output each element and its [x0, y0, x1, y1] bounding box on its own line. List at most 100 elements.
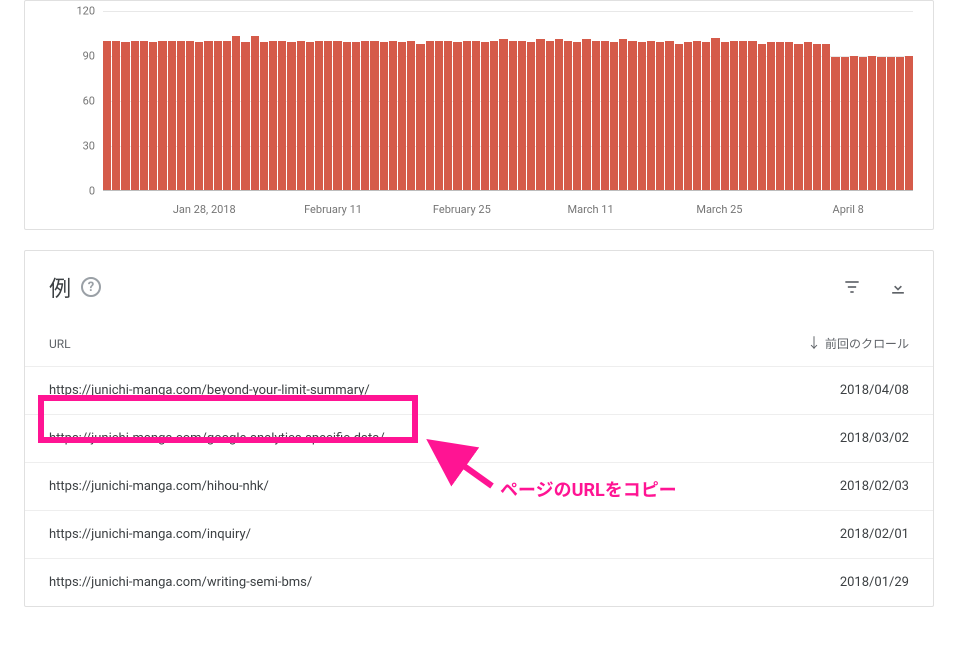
chart-bar	[628, 41, 636, 190]
chart-bar	[499, 39, 507, 190]
chart-bar	[739, 41, 747, 190]
chart-bar	[831, 57, 839, 190]
chart-bar	[361, 41, 369, 190]
chart-y-tick: 60	[61, 95, 95, 108]
table-row[interactable]: https://junichi-manga.com/beyond-your-li…	[25, 366, 933, 414]
chart-bar	[232, 36, 240, 190]
chart-bar	[693, 41, 701, 190]
chart-y-tick: 30	[61, 140, 95, 153]
chart-bar	[103, 41, 111, 190]
chart-bar	[647, 41, 655, 190]
chart-bar	[315, 41, 323, 190]
chart-y-tick: 120	[61, 5, 95, 18]
chart-bar	[380, 42, 388, 190]
table-row[interactable]: https://junichi-manga.com/hihou-nhk/2018…	[25, 462, 933, 510]
table-row[interactable]: https://junichi-manga.com/google-analyti…	[25, 414, 933, 462]
chart-bar	[684, 42, 692, 190]
chart-bar	[287, 42, 295, 190]
column-date-sort[interactable]: ↓ 前回のクロール	[807, 335, 909, 352]
chart-bar	[370, 41, 378, 190]
chart-bar	[416, 44, 424, 190]
row-url: https://junichi-manga.com/writing-semi-b…	[49, 575, 840, 590]
chart-bar	[877, 57, 885, 190]
column-url-label: URL	[49, 337, 807, 351]
filter-icon[interactable]	[841, 276, 863, 298]
chart-y-tick: 90	[61, 50, 95, 63]
chart-bar	[149, 42, 157, 190]
chart-bar	[675, 44, 683, 190]
chart-bar	[850, 56, 858, 190]
row-date: 2018/04/08	[840, 383, 909, 398]
chart-bar	[251, 36, 259, 190]
chart-y-tick: 0	[61, 185, 95, 198]
row-date: 2018/02/01	[840, 527, 909, 542]
chart-bar	[573, 42, 581, 190]
chart-bar	[278, 41, 286, 190]
chart-bar	[490, 41, 498, 190]
help-icon[interactable]: ?	[81, 277, 101, 297]
chart-bar	[195, 42, 203, 190]
chart-bar	[822, 44, 830, 190]
chart-bar	[564, 41, 572, 190]
row-date: 2018/01/29	[840, 575, 909, 590]
row-url: https://junichi-manga.com/hihou-nhk/	[49, 479, 840, 494]
chart-bar	[656, 42, 664, 190]
sort-arrow-icon: ↓	[807, 337, 821, 351]
chart-bar	[260, 42, 268, 190]
chart-bar	[702, 42, 710, 190]
table-row[interactable]: https://junichi-manga.com/inquiry/2018/0…	[25, 510, 933, 558]
chart-bar	[204, 41, 212, 190]
chart-x-tick: February 25	[433, 203, 491, 216]
chart-bar	[140, 41, 148, 190]
chart-bar	[352, 42, 360, 190]
chart-bar	[859, 57, 867, 190]
chart-bar	[721, 42, 729, 190]
table-header: 例 ?	[25, 251, 933, 321]
chart-bar	[638, 42, 646, 190]
index-chart-card: Jan 28, 2018February 11February 25March …	[24, 0, 934, 230]
chart-bar	[730, 41, 738, 190]
chart-bar	[324, 41, 332, 190]
chart-bar	[214, 41, 222, 190]
chart-bar	[610, 42, 618, 190]
chart-bar	[241, 42, 249, 190]
chart-bar	[582, 39, 590, 190]
chart-x-tick: April 8	[833, 203, 864, 216]
chart-x-tick: Jan 28, 2018	[173, 203, 236, 216]
chart-bar	[536, 39, 544, 190]
chart-bar	[426, 41, 434, 190]
chart-bar	[177, 41, 185, 190]
table-column-header: URL ↓ 前回のクロール	[25, 321, 933, 366]
chart-bar	[333, 41, 341, 190]
chart-bar	[868, 56, 876, 190]
chart-bar	[407, 41, 415, 190]
row-date: 2018/03/02	[840, 431, 909, 446]
annotation-text: ページのURLをコピー	[500, 476, 677, 502]
chart-bar	[131, 41, 139, 190]
chart-bar	[343, 42, 351, 190]
chart-bar	[472, 41, 480, 190]
chart-bar	[601, 41, 609, 190]
chart-bar	[481, 42, 489, 190]
row-date: 2018/02/03	[840, 479, 909, 494]
chart-bar	[223, 41, 231, 190]
chart-bar	[546, 41, 554, 190]
chart-bar	[555, 39, 563, 190]
chart-bar	[297, 41, 305, 190]
column-date-label: 前回のクロール	[825, 335, 909, 352]
chart-bar	[186, 41, 194, 190]
chart-bar	[665, 41, 673, 190]
chart-bar	[804, 42, 812, 190]
table-row[interactable]: https://junichi-manga.com/writing-semi-b…	[25, 558, 933, 606]
chart-bar	[887, 57, 895, 190]
chart-bar	[168, 41, 176, 190]
chart-bar	[813, 44, 821, 190]
download-icon[interactable]	[887, 276, 909, 298]
row-url: https://junichi-manga.com/inquiry/	[49, 527, 840, 542]
chart-x-tick: February 11	[304, 203, 362, 216]
chart-bars	[103, 11, 913, 190]
chart-x-axis: Jan 28, 2018February 11February 25March …	[103, 197, 913, 217]
chart-bar	[785, 42, 793, 190]
chart-bar	[306, 42, 314, 190]
chart-bar	[767, 42, 775, 190]
